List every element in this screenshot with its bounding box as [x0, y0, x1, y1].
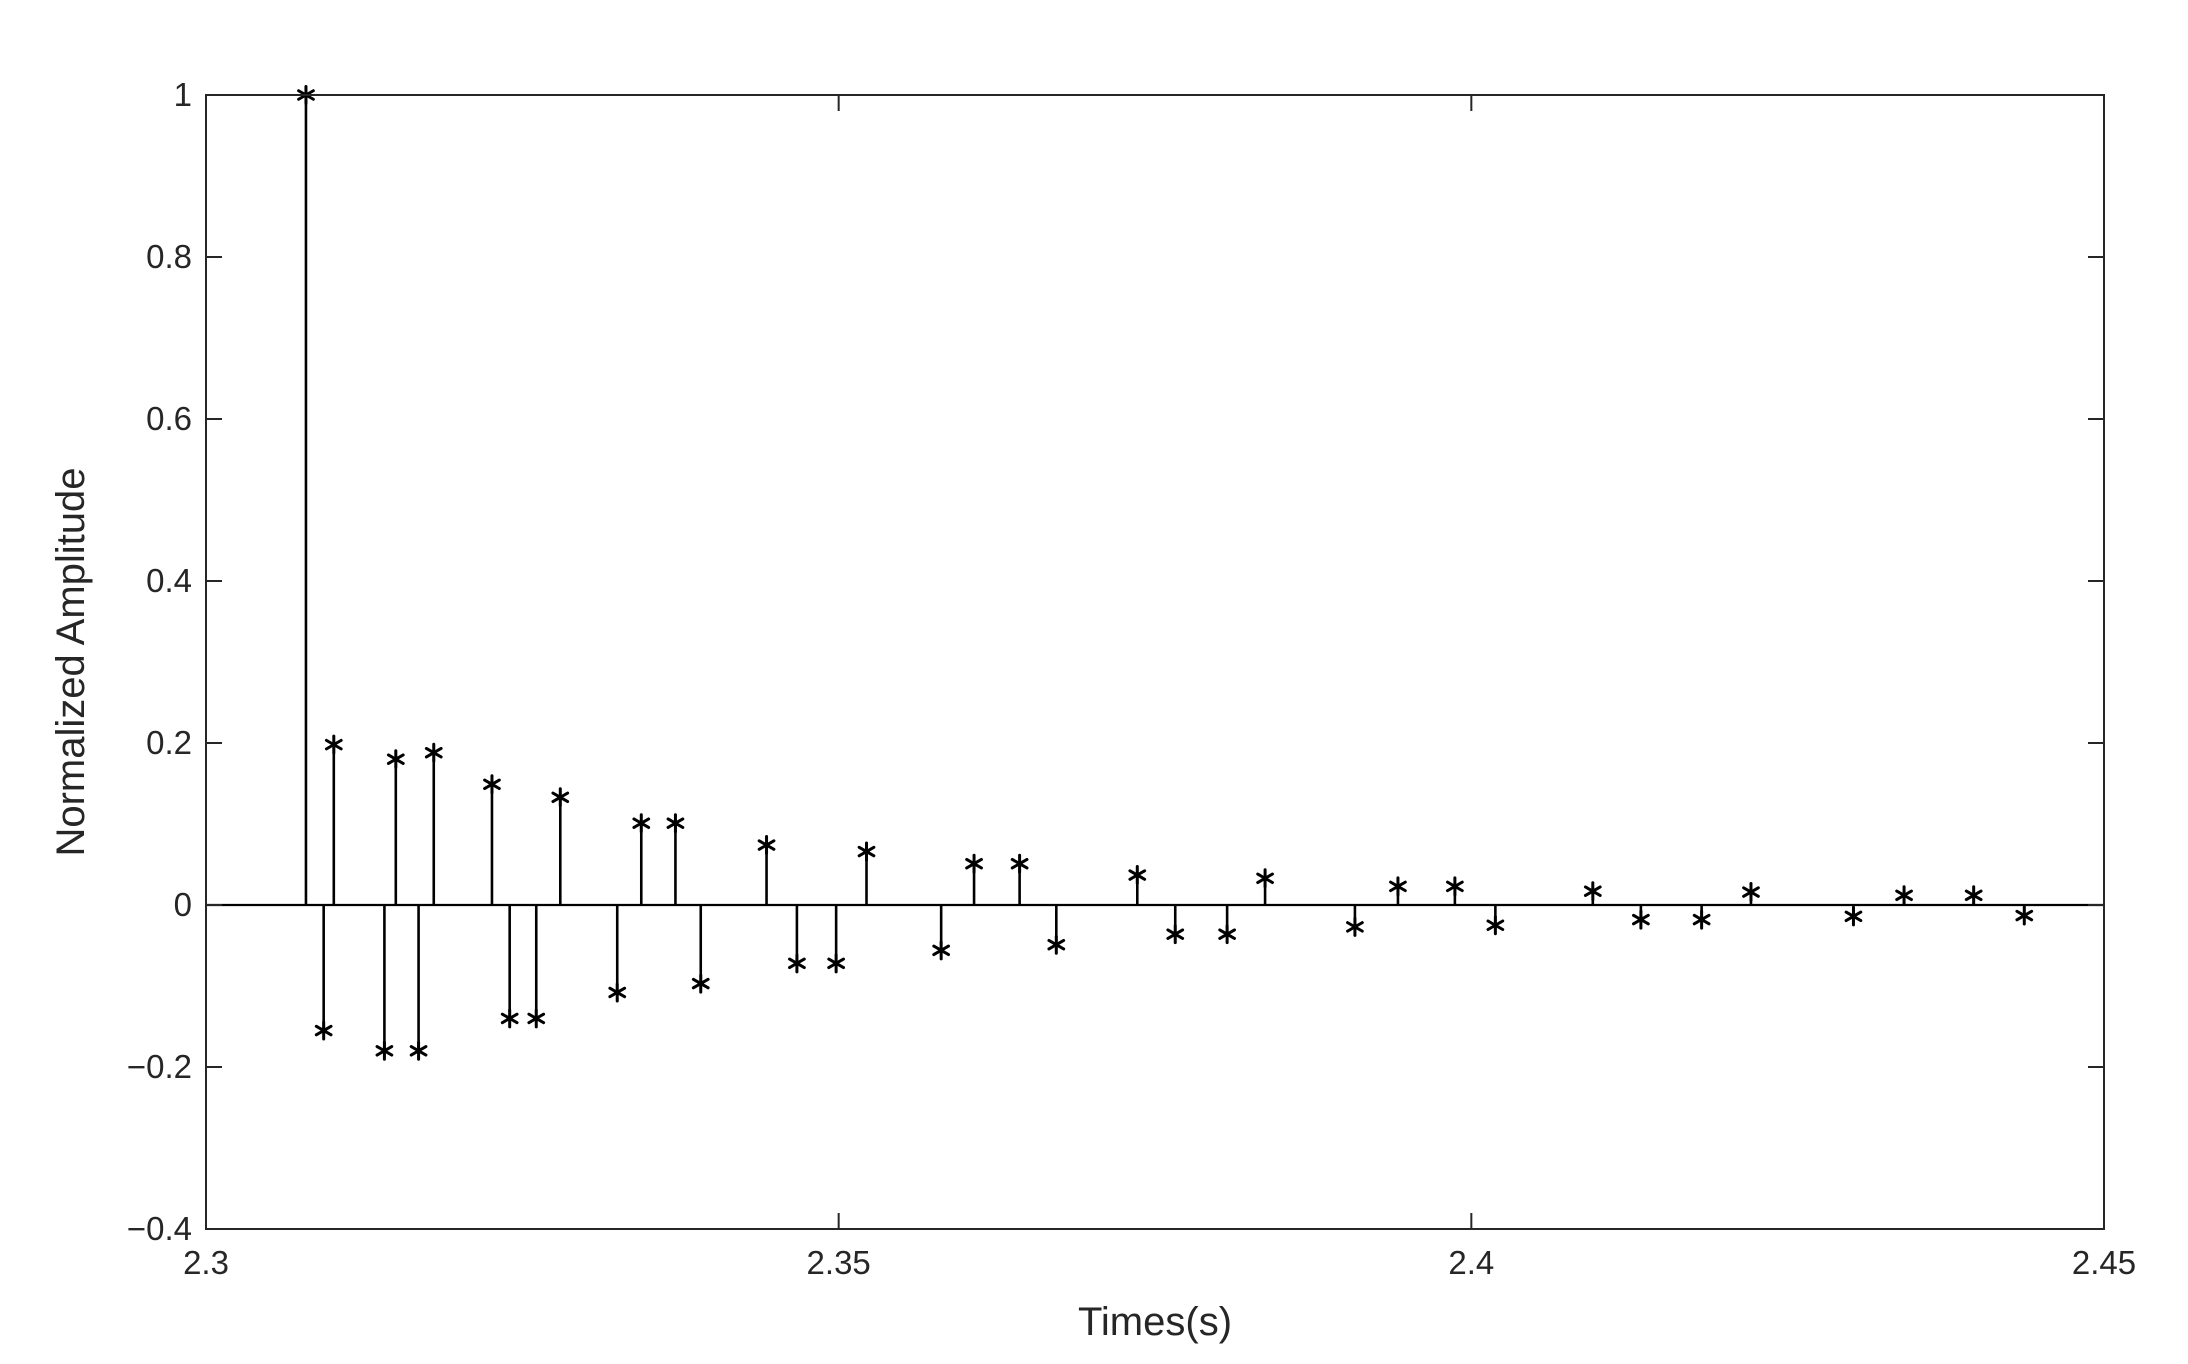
x-tick-label: 2.3: [183, 1244, 229, 1281]
x-tick-label: 2.45: [2072, 1244, 2136, 1281]
asterisk-marker: [788, 953, 806, 974]
x-tick-label: 2.4: [1448, 1244, 1494, 1281]
asterisk-marker: [1446, 876, 1464, 897]
asterisk-marker: [1844, 906, 1863, 927]
y-tick-label: −0.4: [127, 1210, 192, 1247]
asterisk-marker: [500, 1008, 519, 1029]
asterisk-marker: [483, 774, 501, 795]
asterisk-marker: [1583, 881, 1602, 902]
y-tick-label: 0.6: [146, 400, 192, 437]
asterisk-marker: [1389, 876, 1407, 897]
asterisk-marker: [1166, 924, 1185, 945]
plot-area-background: [206, 95, 2104, 1229]
asterisk-marker: [314, 1020, 333, 1041]
x-axis-label: Times(s): [1078, 1300, 1232, 1344]
asterisk-marker: [551, 787, 570, 808]
asterisk-marker: [2015, 905, 2034, 926]
y-tick-label: 0.4: [146, 562, 192, 599]
y-tick-labels-group: −0.4 −0.2 0 0.2 0.4 0.6 0.8 1: [127, 76, 192, 1247]
asterisk-marker: [666, 813, 685, 834]
asterisk-marker: [527, 1008, 546, 1029]
asterisk-marker: [1486, 915, 1505, 936]
y-tick-label: −0.2: [127, 1048, 192, 1085]
asterisk-marker: [375, 1040, 394, 1061]
y-tick-label: 0: [174, 886, 192, 923]
asterisk-marker: [1218, 924, 1236, 945]
asterisk-marker: [386, 749, 405, 770]
asterisk-marker: [632, 813, 651, 834]
asterisk-marker: [1128, 865, 1147, 886]
asterisk-marker: [1632, 909, 1650, 930]
asterisk-marker: [827, 953, 845, 974]
asterisk-marker: [1256, 868, 1274, 889]
axes-box: [205, 94, 2105, 1230]
asterisk-marker: [1047, 934, 1066, 955]
asterisk-marker: [1742, 882, 1760, 903]
asterisk-marker: [965, 853, 983, 874]
asterisk-marker: [1010, 853, 1029, 874]
y-axis-label: Normalized Amplitude: [49, 467, 93, 856]
asterisk-marker: [857, 841, 876, 862]
asterisk-marker: [1692, 909, 1711, 930]
y-tick-label: 0.2: [146, 724, 192, 761]
asterisk-marker: [757, 835, 776, 856]
markers-group: [297, 85, 2034, 1061]
y-tick-label: 1: [174, 76, 192, 113]
x-tick-labels-group: 2.3 2.35 2.4 2.45: [183, 1244, 2136, 1281]
asterisk-marker: [691, 973, 710, 994]
asterisk-marker: [1964, 885, 1983, 906]
asterisk-marker: [424, 742, 443, 763]
asterisk-marker: [932, 940, 951, 961]
asterisk-marker: [1346, 916, 1364, 937]
asterisk-marker: [608, 982, 627, 1003]
asterisk-marker: [324, 734, 343, 755]
ticks-group: [205, 94, 2105, 1230]
x-tick-label: 2.35: [807, 1244, 871, 1281]
asterisk-marker: [409, 1040, 428, 1061]
y-tick-label: 0.8: [146, 238, 192, 275]
asterisk-marker: [1895, 885, 1913, 906]
